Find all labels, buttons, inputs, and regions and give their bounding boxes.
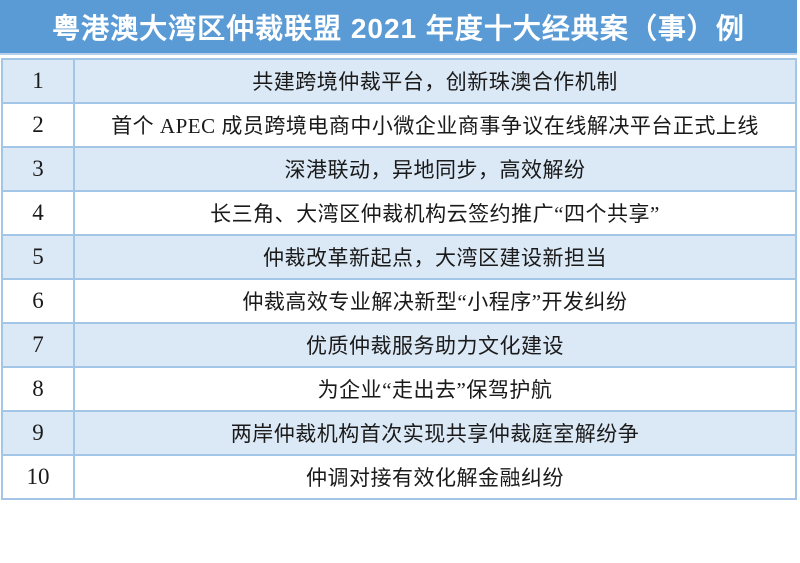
table-row: 9 两岸仲裁机构首次实现共享仲裁庭室解纷争 xyxy=(1,410,797,456)
row-number-cell: 9 xyxy=(1,410,75,456)
row-title-cell: 两岸仲裁机构首次实现共享仲裁庭室解纷争 xyxy=(73,410,797,456)
header-divider xyxy=(0,55,797,58)
top-ten-cases-table: 1 共建跨境仲裁平台，创新珠澳合作机制 2 首个 APEC 成员跨境电商中小微企… xyxy=(1,58,797,500)
table-row: 10 仲调对接有效化解金融纠纷 xyxy=(1,454,797,500)
table-row: 7 优质仲裁服务助力文化建设 xyxy=(1,322,797,368)
row-number-cell: 10 xyxy=(1,454,75,500)
row-title-cell: 长三角、大湾区仲裁机构云签约推广“四个共享” xyxy=(73,190,797,236)
row-number-cell: 5 xyxy=(1,234,75,280)
table-row: 3 深港联动，异地同步，高效解纷 xyxy=(1,146,797,192)
row-title-cell: 首个 APEC 成员跨境电商中小微企业商事争议在线解决平台正式上线 xyxy=(73,102,797,148)
table-header-banner: 粤港澳大湾区仲裁联盟 2021 年度十大经典案（事）例 xyxy=(0,0,797,55)
row-title-cell: 仲裁改革新起点，大湾区建设新担当 xyxy=(73,234,797,280)
row-number-cell: 6 xyxy=(1,278,75,324)
table-row: 2 首个 APEC 成员跨境电商中小微企业商事争议在线解决平台正式上线 xyxy=(1,102,797,148)
row-title-cell: 仲调对接有效化解金融纠纷 xyxy=(73,454,797,500)
table-row: 8 为企业“走出去”保驾护航 xyxy=(1,366,797,412)
row-number-cell: 8 xyxy=(1,366,75,412)
row-number-cell: 1 xyxy=(1,58,75,104)
row-title-cell: 优质仲裁服务助力文化建设 xyxy=(73,322,797,368)
table-row: 1 共建跨境仲裁平台，创新珠澳合作机制 xyxy=(1,58,797,104)
row-number-cell: 3 xyxy=(1,146,75,192)
row-number-cell: 4 xyxy=(1,190,75,236)
row-title-cell: 仲裁高效专业解决新型“小程序”开发纠纷 xyxy=(73,278,797,324)
row-number-cell: 7 xyxy=(1,322,75,368)
table-row: 6 仲裁高效专业解决新型“小程序”开发纠纷 xyxy=(1,278,797,324)
row-title-cell: 为企业“走出去”保驾护航 xyxy=(73,366,797,412)
row-title-cell: 深港联动，异地同步，高效解纷 xyxy=(73,146,797,192)
row-title-cell: 共建跨境仲裁平台，创新珠澳合作机制 xyxy=(73,58,797,104)
table-row: 5 仲裁改革新起点，大湾区建设新担当 xyxy=(1,234,797,280)
table-row: 4 长三角、大湾区仲裁机构云签约推广“四个共享” xyxy=(1,190,797,236)
row-number-cell: 2 xyxy=(1,102,75,148)
page-title: 粤港澳大湾区仲裁联盟 2021 年度十大经典案（事）例 xyxy=(52,12,745,44)
